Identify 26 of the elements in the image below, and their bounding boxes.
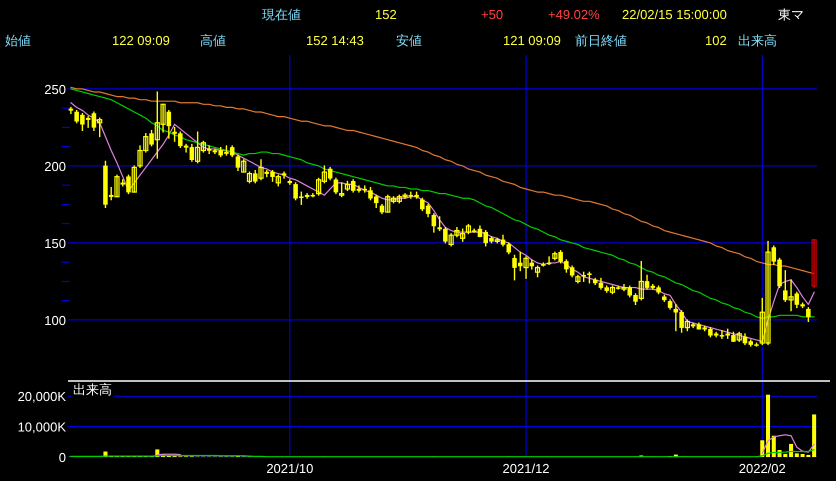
text: 前日終値 xyxy=(575,33,627,48)
text: 122 09:09 xyxy=(112,33,170,48)
text: 121 09:09 xyxy=(503,33,561,48)
y-tick-label: 200 xyxy=(44,158,66,174)
y-tick-label: 10,000K xyxy=(18,420,66,435)
y-tick-label: 20,000K xyxy=(18,389,66,404)
x-tick-label: 2022/02 xyxy=(738,461,786,476)
text: 152 xyxy=(375,7,397,22)
x-tick-label: 2021/12 xyxy=(502,461,550,476)
text: +49.02% xyxy=(548,7,600,22)
text: 始値 xyxy=(5,33,31,48)
text: 現在値 xyxy=(262,7,301,22)
text: 安値 xyxy=(396,33,422,48)
text: +50 xyxy=(481,7,504,22)
text: 高値 xyxy=(200,33,226,48)
text: 22/02/15 15:00:00 xyxy=(622,7,727,22)
chart-title: 出来高 xyxy=(73,382,112,397)
y-tick-label: 100 xyxy=(44,312,66,328)
text: 152 14:43 xyxy=(306,33,364,48)
text: 東マ xyxy=(778,7,804,22)
y-tick-label: 250 xyxy=(44,82,66,97)
text: 出来高 xyxy=(738,33,777,48)
text: 102 xyxy=(705,33,727,48)
y-tick-label: 150 xyxy=(44,236,66,251)
y-tick-label: 0 xyxy=(58,450,66,465)
x-tick-label: 2021/10 xyxy=(266,461,314,476)
